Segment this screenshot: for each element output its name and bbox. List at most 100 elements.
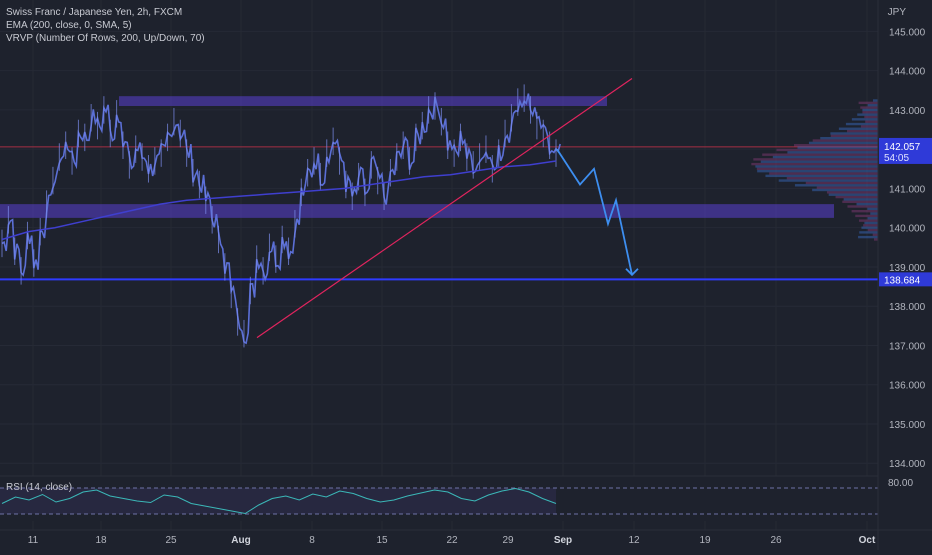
volume-bar [859,219,878,222]
time-tick-label: Sep [554,535,572,546]
volume-bar [757,169,878,173]
volume-bar [808,141,878,145]
volume-bar [820,136,878,140]
rsi-band [0,488,556,514]
price-tick-label: 139.000 [889,263,926,274]
volume-bar [751,162,878,166]
countdown-label: 54:05 [884,153,909,164]
price-tick-label: 144.000 [889,67,926,78]
volume-bar [861,226,878,229]
volume-bar [872,233,878,236]
volume-bar [862,111,878,114]
volume-bar [756,167,878,171]
volume-bar [865,120,878,123]
volume-bar [838,127,878,130]
rsi-pane [0,475,878,521]
time-tick-label: 15 [376,535,388,546]
time-tick-label: Aug [231,535,250,546]
volume-bar [753,158,878,161]
price-tick-label: 140.000 [889,224,926,235]
volume-bar [786,177,878,180]
volume-bar [794,184,878,187]
volume-bar [867,104,878,107]
volume-bar [830,132,878,135]
price-tick-label: 141.000 [889,184,926,195]
price-tick-label: 138.000 [889,302,926,313]
last-price-label: 142.057 [884,142,921,153]
rsi-level-label: 80.00 [888,478,913,489]
rsi-line [1,487,557,515]
time-tick-label: 22 [446,535,458,546]
price-tick-label: 145.000 [889,27,926,38]
support-zone [0,204,834,218]
trend-line [256,78,633,339]
rsi-indicator-label[interactable]: RSI (14, close) [6,482,73,493]
price-tick-label: 134.000 [889,459,926,470]
price-series [1,84,561,348]
volume-bar [760,160,878,163]
volume-bar [762,153,878,156]
volume-bar [772,155,878,159]
volume-bar [845,122,878,126]
vrvp-indicator-label[interactable]: VRVP (Number Of Rows, 200, Up/Down, 70) [6,33,205,44]
time-tick-label: 29 [502,535,514,546]
volume-bar [755,165,878,168]
volume-bar [859,231,878,234]
price-tick-label: 143.000 [889,106,926,117]
ema-indicator-label[interactable]: EMA (200, close, 0, SMA, 5) [6,20,132,31]
price-tick-label: 137.000 [889,341,926,352]
last-price-tag [879,137,932,164]
currency-label: JPY [887,7,906,18]
volume-bar [863,224,878,227]
volume-bar [851,118,878,121]
price-zones [0,96,878,281]
price-line [1,93,561,345]
volume-bar [794,144,878,147]
volume-bar [778,179,878,182]
volume-bar [860,125,878,128]
volume-bar [860,106,878,109]
time-tick-label: 25 [165,535,177,546]
volume-bar [858,101,878,105]
volume-bar [828,193,878,196]
volume-bar [858,235,878,239]
time-tick-label: 8 [309,535,315,546]
time-tick-label: 18 [95,535,107,546]
volume-bar [851,209,878,213]
volume-bar [874,238,878,241]
volume-bar [847,129,878,133]
target-price-label: 138.684 [884,275,921,286]
time-tick-label: Oct [859,535,876,546]
symbol-title[interactable]: Swiss Franc / Japanese Yen, 2h, FXCM [6,7,183,18]
volume-bar [864,115,878,119]
ema-line [1,160,557,241]
drawing-overlays[interactable] [256,78,639,339]
target-price-tag [879,272,932,287]
volume-bar [867,228,878,232]
grid-lines [0,0,878,530]
price-tick-label: 136.000 [889,381,926,392]
volume-bar [843,198,878,201]
volume-bar [847,205,878,208]
volume-bar [787,151,878,154]
volume-bar [797,146,878,149]
volume-bar [862,108,878,112]
volume-bar [830,134,878,138]
volume-bar [870,212,878,215]
time-tick-label: 26 [770,535,782,546]
resistance-zone [119,96,607,106]
chart-legend: Swiss Franc / Japanese Yen, 2h, FXCM EMA… [6,6,205,45]
volume-bar [835,195,878,199]
volume-bar [842,200,878,203]
volume-bar [826,191,878,194]
volume-bar [867,207,878,211]
volume-bar [769,172,878,175]
volume-bar [805,181,878,185]
volume-bar [857,113,878,116]
price-tick-label: 135.000 [889,420,926,431]
volume-bar [867,217,878,220]
volume-bar [864,221,878,225]
